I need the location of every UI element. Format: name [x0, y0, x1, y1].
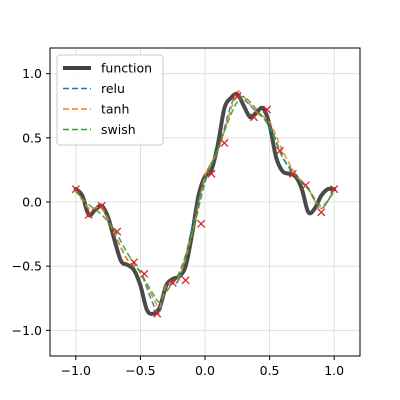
sample-point [301, 181, 310, 190]
sample-marker-stroke [262, 105, 272, 114]
sample-point [84, 210, 93, 219]
sample-marker-stroke [233, 92, 242, 101]
x-tick-label: 0.5 [260, 363, 280, 378]
x-tick-label: 1.0 [324, 363, 344, 378]
y-tick-label: −0.5 [12, 259, 42, 274]
sample-point [317, 208, 326, 217]
legend-label-function: function [101, 61, 152, 76]
sample-marker-stroke [288, 169, 297, 178]
sample-point [197, 219, 206, 228]
sample-point [220, 138, 229, 148]
x-tick-label: 0.0 [195, 363, 215, 378]
sample-marker-stroke [168, 278, 177, 287]
legend-box [56, 54, 164, 146]
sample-marker-stroke [220, 138, 229, 148]
sample-point [262, 105, 272, 114]
sample-marker-stroke [140, 269, 149, 278]
sample-marker-stroke [113, 227, 122, 236]
tanh-line [75, 90, 335, 309]
sample-marker-stroke [84, 210, 93, 219]
sample-point [250, 113, 259, 122]
sample-point [275, 146, 284, 155]
sample-point [181, 276, 190, 285]
sample-marker-stroke [317, 208, 326, 217]
x-tick-label: −1.0 [61, 363, 91, 378]
sample-marker-stroke [71, 185, 80, 194]
y-tick-label: 0.5 [22, 130, 42, 145]
sample-point [233, 92, 242, 101]
legend: function relu tanh swish [56, 54, 164, 146]
y-tick-label: 0.0 [22, 195, 42, 210]
sample-marker-stroke [181, 276, 190, 285]
grid-layer [50, 48, 360, 356]
sample-marker-stroke [250, 113, 259, 122]
sample-point [97, 201, 106, 210]
plot-area [71, 90, 339, 318]
sample-marker-stroke [301, 181, 310, 190]
sample-marker-stroke [129, 258, 139, 267]
legend-label-swish: swish [101, 122, 136, 137]
legend-label-relu: relu [101, 81, 125, 96]
sample-point [71, 185, 80, 194]
sample-marker-stroke [207, 169, 216, 178]
x-tick-label: −0.5 [125, 363, 155, 378]
axes-layer: −1.0 −0.5 0.0 0.5 1.0 1.0 0.5 0.0 −0.5 −1.0 [12, 47, 361, 378]
sample-point [288, 169, 297, 178]
sample-point [330, 185, 339, 194]
y-tick-label: −1.0 [12, 323, 42, 338]
sample-point [129, 258, 139, 267]
sample-marker-stroke [197, 219, 206, 228]
sample-point [140, 269, 149, 278]
sample-point [207, 169, 216, 178]
y-tick-label: 1.0 [22, 66, 42, 81]
sample-point [153, 309, 162, 318]
sample-marker-stroke [275, 146, 284, 155]
legend-label-tanh: tanh [101, 102, 129, 117]
swish-line [75, 95, 335, 303]
sample-point [168, 278, 177, 287]
sample-marker-stroke [97, 201, 106, 210]
sample-point [113, 227, 122, 236]
sample-marker-stroke [153, 309, 162, 318]
sample-marker-stroke [330, 185, 339, 194]
